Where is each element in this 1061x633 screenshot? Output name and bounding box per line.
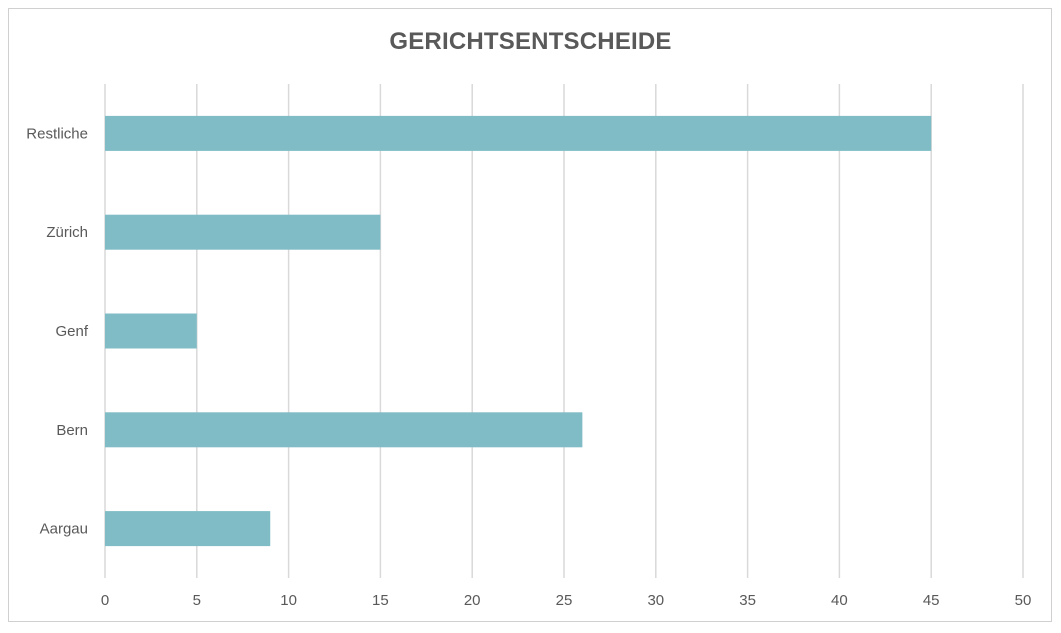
category-label: Zürich — [46, 224, 88, 241]
x-tick-label: 40 — [831, 592, 848, 609]
category-label: Restliche — [26, 125, 88, 142]
category-label: Aargau — [40, 521, 88, 538]
category-label: Bern — [56, 422, 88, 439]
bar-restliche — [105, 115, 932, 151]
x-axis-ticks: 0 5 10 15 20 25 30 35 40 45 50 — [101, 592, 1032, 609]
x-tick-label: 0 — [101, 592, 109, 609]
bar-aargau — [105, 511, 271, 547]
category-label: Genf — [55, 323, 88, 340]
gridlines — [104, 84, 1024, 578]
bar-genf — [105, 313, 197, 349]
x-tick-label: 20 — [464, 592, 481, 609]
chart-title: GERICHTSENTSCHEIDE — [389, 28, 672, 55]
bars — [105, 115, 932, 547]
x-tick-label: 10 — [280, 592, 297, 609]
y-axis-categories: Restliche Zürich Genf Bern Aargau — [26, 125, 89, 537]
bar-zürich — [105, 214, 381, 250]
x-tick-label: 35 — [739, 592, 756, 609]
x-tick-label: 50 — [1015, 592, 1032, 609]
x-tick-label: 25 — [556, 592, 573, 609]
x-tick-label: 45 — [923, 592, 940, 609]
x-tick-label: 5 — [193, 592, 201, 609]
bar-bern — [105, 412, 583, 448]
x-tick-label: 30 — [647, 592, 664, 609]
x-tick-label: 15 — [372, 592, 389, 609]
